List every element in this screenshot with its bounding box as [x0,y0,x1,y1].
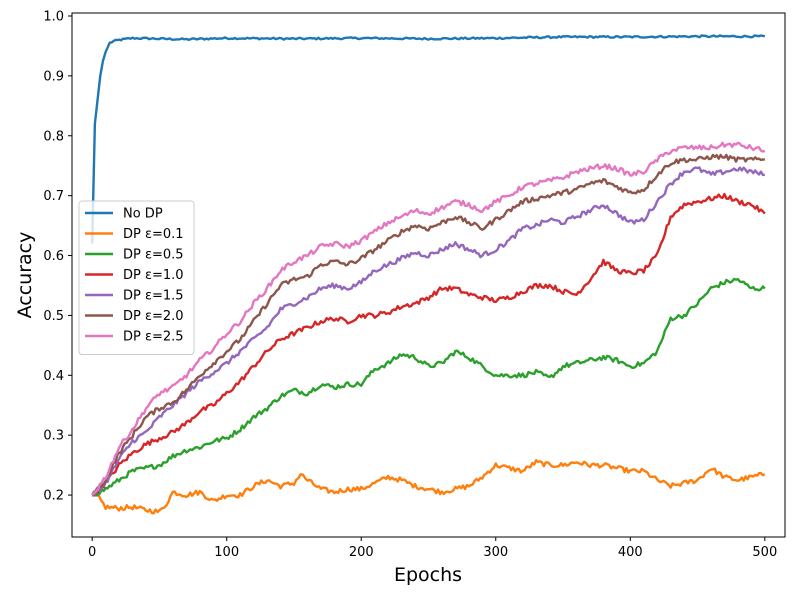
legend: No DP DP ε=0.1 DP ε=0.5 DP ε=1.0 DP ε=1.5 DP … [78,200,195,355]
axes-layer: 0 100 200 300 400 500 0.2 0.3 0.4 0.5 0.6 0.7 0.8 0.9… [43,9,786,560]
legend-label: DP ε=1.5 [123,289,184,304]
y-tick-label: 0.3 [43,429,64,444]
y-tick-label: 0.8 [43,129,64,144]
y-axis-title: Accuracy [14,232,36,319]
y-tick-label: 0.6 [43,249,64,264]
y-tick-label: 1.0 [43,9,64,24]
legend-label: DP ε=2.0 [123,309,184,324]
x-axis-title: Epochs [394,564,462,586]
legend-label: DP ε=0.1 [123,227,184,242]
series-line-3 [91,192,766,496]
y-tick-label: 0.9 [43,69,64,84]
legend-label: DP ε=2.5 [123,330,184,345]
series-line-6 [91,141,766,497]
y-tick-label: 0.5 [43,309,64,324]
y-tick-label: 0.7 [43,189,64,204]
y-tick-label: 0.2 [43,489,64,504]
x-tick-label: 100 [214,545,239,560]
x-tick-label: 500 [752,545,777,560]
series-line-1 [92,459,766,515]
legend-label: DP ε=0.5 [123,248,184,263]
y-tick-label: 0.4 [43,369,64,384]
x-tick-label: 200 [349,545,374,560]
series-line-2 [91,277,766,497]
axes-frame [71,12,786,538]
x-tick-label: 400 [618,545,643,560]
series-line-4 [91,166,766,496]
legend-label: No DP [123,207,163,222]
series-line-5 [92,153,766,497]
series-layer [90,34,766,515]
series-line-0 [90,34,766,244]
x-tick-label: 0 [88,545,96,560]
x-tick-label: 300 [483,545,508,560]
legend-label: DP ε=1.0 [123,268,184,283]
